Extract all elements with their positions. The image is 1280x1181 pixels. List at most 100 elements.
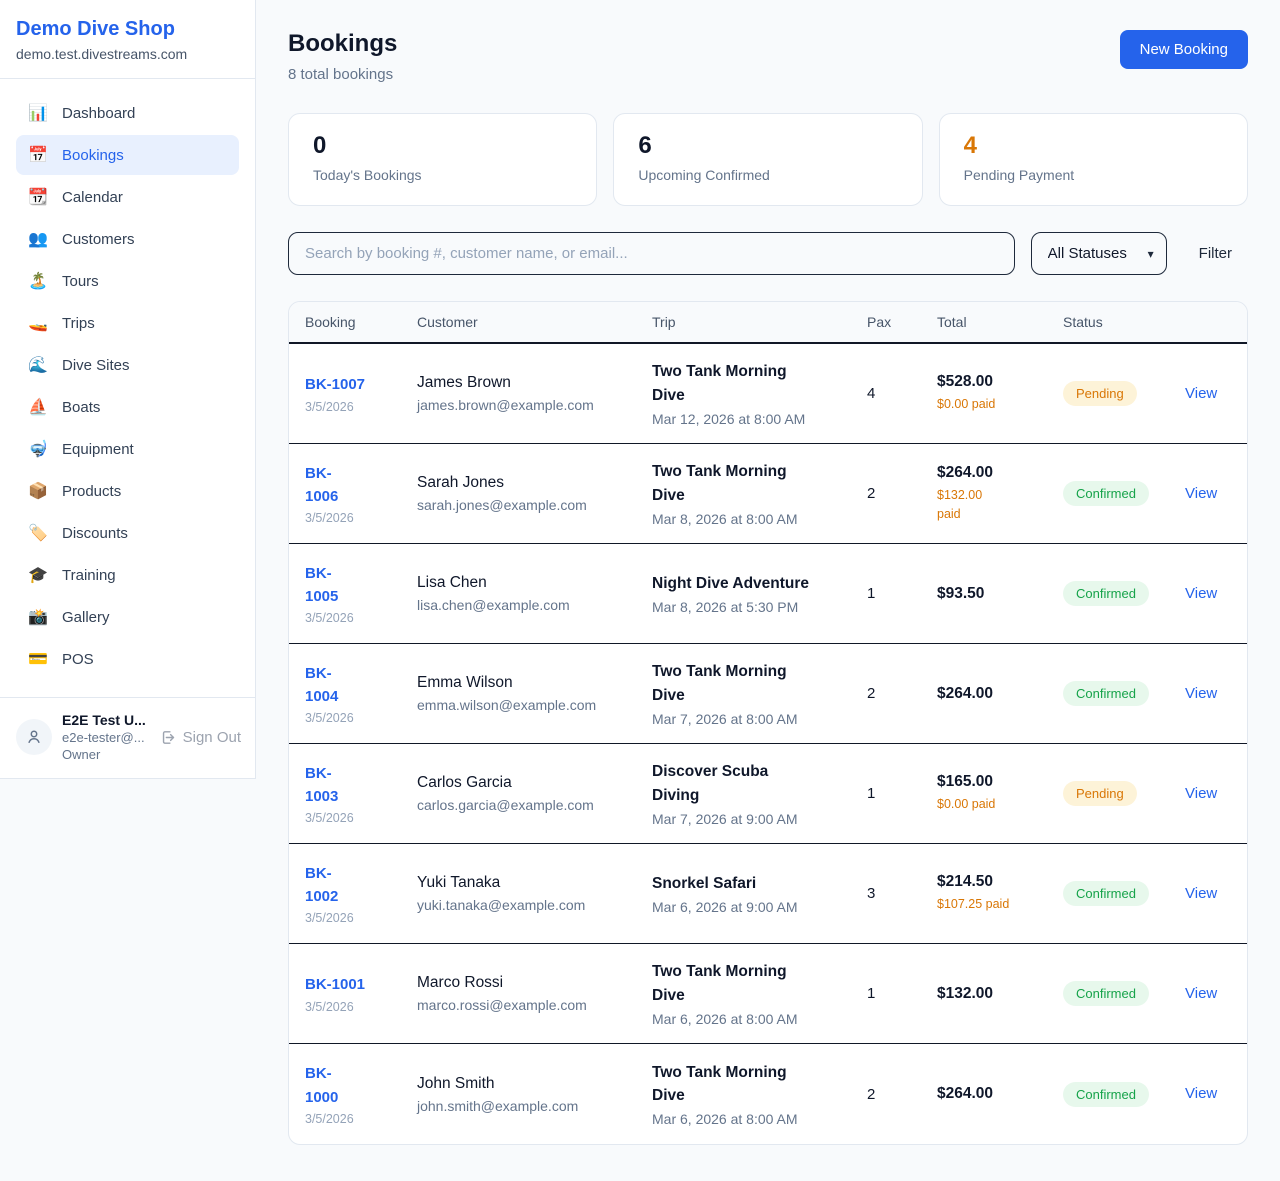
sidebar-item-calendar[interactable]: 📆 Calendar — [16, 177, 239, 217]
status-badge: Confirmed — [1063, 481, 1149, 506]
graduation-cap-icon: 🎓 — [28, 567, 48, 584]
sidebar-item-gallery[interactable]: 📸 Gallery — [16, 597, 239, 637]
sidebar-item-training[interactable]: 🎓 Training — [16, 555, 239, 595]
trip-cell: Discover Scuba Diving Mar 7, 2026 at 9:00… — [652, 760, 867, 827]
booking-date: 3/5/2026 — [305, 511, 354, 526]
status-select[interactable]: All Statuses — [1030, 232, 1167, 275]
table-row: BK- 1003 3/5/2026 Carlos Garcia carlos.ga… — [289, 744, 1247, 844]
avatar — [16, 719, 52, 755]
search-input[interactable] — [288, 232, 1015, 275]
sidebar-item-tours[interactable]: 🏝️ Tours — [16, 261, 239, 301]
view-link[interactable]: View — [1185, 784, 1218, 802]
customer-cell: Emma Wilson emma.wilson@example.com — [417, 674, 652, 713]
user-name: E2E Test U... — [62, 712, 146, 728]
sidebar-item-boats[interactable]: ⛵ Boats — [16, 387, 239, 427]
trip-name: Two Tank Morning Dive — [652, 963, 787, 1004]
sidebar-item-trips[interactable]: 🚤 Trips — [16, 303, 239, 343]
sidebar-item-label: Bookings — [62, 146, 124, 164]
customer-name: Marco Rossi — [417, 974, 504, 991]
bar-chart-icon: 📊 — [28, 105, 48, 122]
customer-name: Sarah Jones — [417, 474, 505, 491]
sidebar-item-bookings[interactable]: 📅 Bookings — [16, 135, 239, 175]
main-content: Bookings 8 total bookings New Booking 0 … — [256, 0, 1280, 1181]
booking-id-link[interactable]: BK- 1004 — [305, 664, 339, 705]
status-badge: Confirmed — [1063, 581, 1149, 606]
table-row: BK- 1006 3/5/2026 Sarah Jones sarah.jones… — [289, 444, 1247, 544]
view-link[interactable]: View — [1185, 484, 1218, 502]
customer-cell: James Brown james.brown@example.com — [417, 374, 652, 413]
booking-id-link[interactable]: BK-1007 — [305, 376, 366, 394]
sidebar-item-equipment[interactable]: 🤿 Equipment — [16, 429, 239, 469]
sidebar-item-customers[interactable]: 👥 Customers — [16, 219, 239, 259]
paid-amount: $0.00 paid — [937, 397, 996, 412]
customer-name: Emma Wilson — [417, 674, 513, 691]
sidebar-item-products[interactable]: 📦 Products — [16, 471, 239, 511]
total-cell: $214.50 $107.25 paid — [937, 873, 1063, 914]
stat-card: 4 Pending Payment — [938, 113, 1248, 206]
view-link[interactable]: View — [1185, 984, 1218, 1002]
trip-datetime: Mar 8, 2026 at 8:00 AM — [652, 510, 798, 527]
status-select-wrap: All Statuses ▾ — [1030, 232, 1167, 275]
brand: Demo Dive Shop demo.test.divestreams.com — [0, 0, 255, 78]
sidebar-item-dashboard[interactable]: 📊 Dashboard — [16, 93, 239, 133]
table-row: BK-1007 3/5/2026 James Brown james.brown… — [289, 344, 1247, 444]
sign-out-button[interactable]: Sign Out — [160, 729, 241, 746]
sidebar-item-label: Boats — [62, 398, 101, 416]
booking-cell: BK- 1004 3/5/2026 — [305, 662, 417, 726]
customer-cell: Sarah Jones sarah.jones@example.com — [417, 474, 652, 513]
status-cell: Confirmed — [1063, 481, 1185, 506]
total-cell: $264.00 — [937, 1085, 1063, 1103]
new-booking-button[interactable]: New Booking — [1119, 30, 1248, 69]
actions-cell: View — [1185, 1085, 1231, 1103]
trip-name: Snorkel Safari — [652, 874, 757, 892]
view-link[interactable]: View — [1185, 584, 1218, 602]
trip-cell: Two Tank Morning Dive Mar 6, 2026 at 8:00… — [652, 960, 867, 1027]
booking-date: 3/5/2026 — [305, 999, 354, 1014]
trip-name: Discover Scuba Diving — [652, 763, 769, 804]
total-amount: $264.00 — [937, 463, 994, 481]
trip-name: Two Tank Morning Dive — [652, 463, 787, 504]
booking-cell: BK- 1005 3/5/2026 — [305, 562, 417, 626]
sidebar-item-label: Dashboard — [62, 104, 136, 122]
table-row: BK- 1002 3/5/2026 Yuki Tanaka yuki.tanaka… — [289, 844, 1247, 944]
sidebar-item-dive-sites[interactable]: 🌊 Dive Sites — [16, 345, 239, 385]
actions-cell: View — [1185, 885, 1231, 903]
booking-cell: BK-1001 3/5/2026 — [305, 973, 417, 1013]
shop-domain: demo.test.divestreams.com — [16, 46, 188, 62]
column-header-customer: Customer — [417, 314, 478, 330]
total-cell: $528.00 $0.00 paid — [937, 373, 1063, 414]
island-icon: 🏝️ — [28, 273, 48, 290]
filter-button[interactable]: Filter — [1183, 232, 1248, 275]
booking-date: 3/5/2026 — [305, 399, 354, 414]
column-header-pax: Pax — [867, 314, 892, 330]
sidebar-item-label: Gallery — [62, 608, 110, 626]
trip-datetime: Mar 7, 2026 at 9:00 AM — [652, 810, 798, 827]
booking-id-link[interactable]: BK- 1002 — [305, 864, 339, 905]
sidebar-item-discounts[interactable]: 🏷️ Discounts — [16, 513, 239, 553]
table-row: BK- 1005 3/5/2026 Lisa Chen lisa.chen@exa… — [289, 544, 1247, 644]
booking-cell: BK- 1000 3/5/2026 — [305, 1062, 417, 1126]
view-link[interactable]: View — [1185, 1085, 1218, 1102]
booking-id-link[interactable]: BK- 1006 — [305, 464, 339, 505]
sailboat-icon: ⛵ — [28, 399, 48, 416]
view-link[interactable]: View — [1185, 884, 1218, 902]
booking-id-link[interactable]: BK-1001 — [305, 976, 366, 994]
view-link[interactable]: View — [1185, 684, 1218, 702]
paid-amount: $107.25 paid — [937, 897, 1010, 912]
trip-name: Two Tank Morning Dive — [652, 663, 787, 704]
wave-icon: 🌊 — [28, 357, 48, 374]
booking-id-link[interactable]: BK- 1000 — [305, 1065, 339, 1106]
total-amount: $264.00 — [937, 684, 994, 702]
sidebar-nav: 📊 Dashboard 📅 Bookings 📆 Calendar 👥 Cust… — [0, 78, 255, 697]
booking-cell: BK-1007 3/5/2026 — [305, 373, 417, 413]
booking-id-link[interactable]: BK- 1005 — [305, 564, 339, 605]
sidebar-item-pos[interactable]: 💳 POS — [16, 639, 239, 679]
booking-date: 3/5/2026 — [305, 711, 354, 726]
trip-cell: Two Tank Morning Dive Mar 8, 2026 at 8:00… — [652, 460, 867, 527]
booking-id-link[interactable]: BK- 1003 — [305, 764, 339, 805]
customer-email: john.smith@example.com — [417, 1097, 579, 1114]
view-link[interactable]: View — [1185, 384, 1218, 402]
stat-cards: 0 Today's Bookings 6 Upcoming Confirmed … — [288, 113, 1248, 206]
column-header-trip: Trip — [652, 314, 676, 330]
pax-cell: 1 — [867, 785, 876, 802]
